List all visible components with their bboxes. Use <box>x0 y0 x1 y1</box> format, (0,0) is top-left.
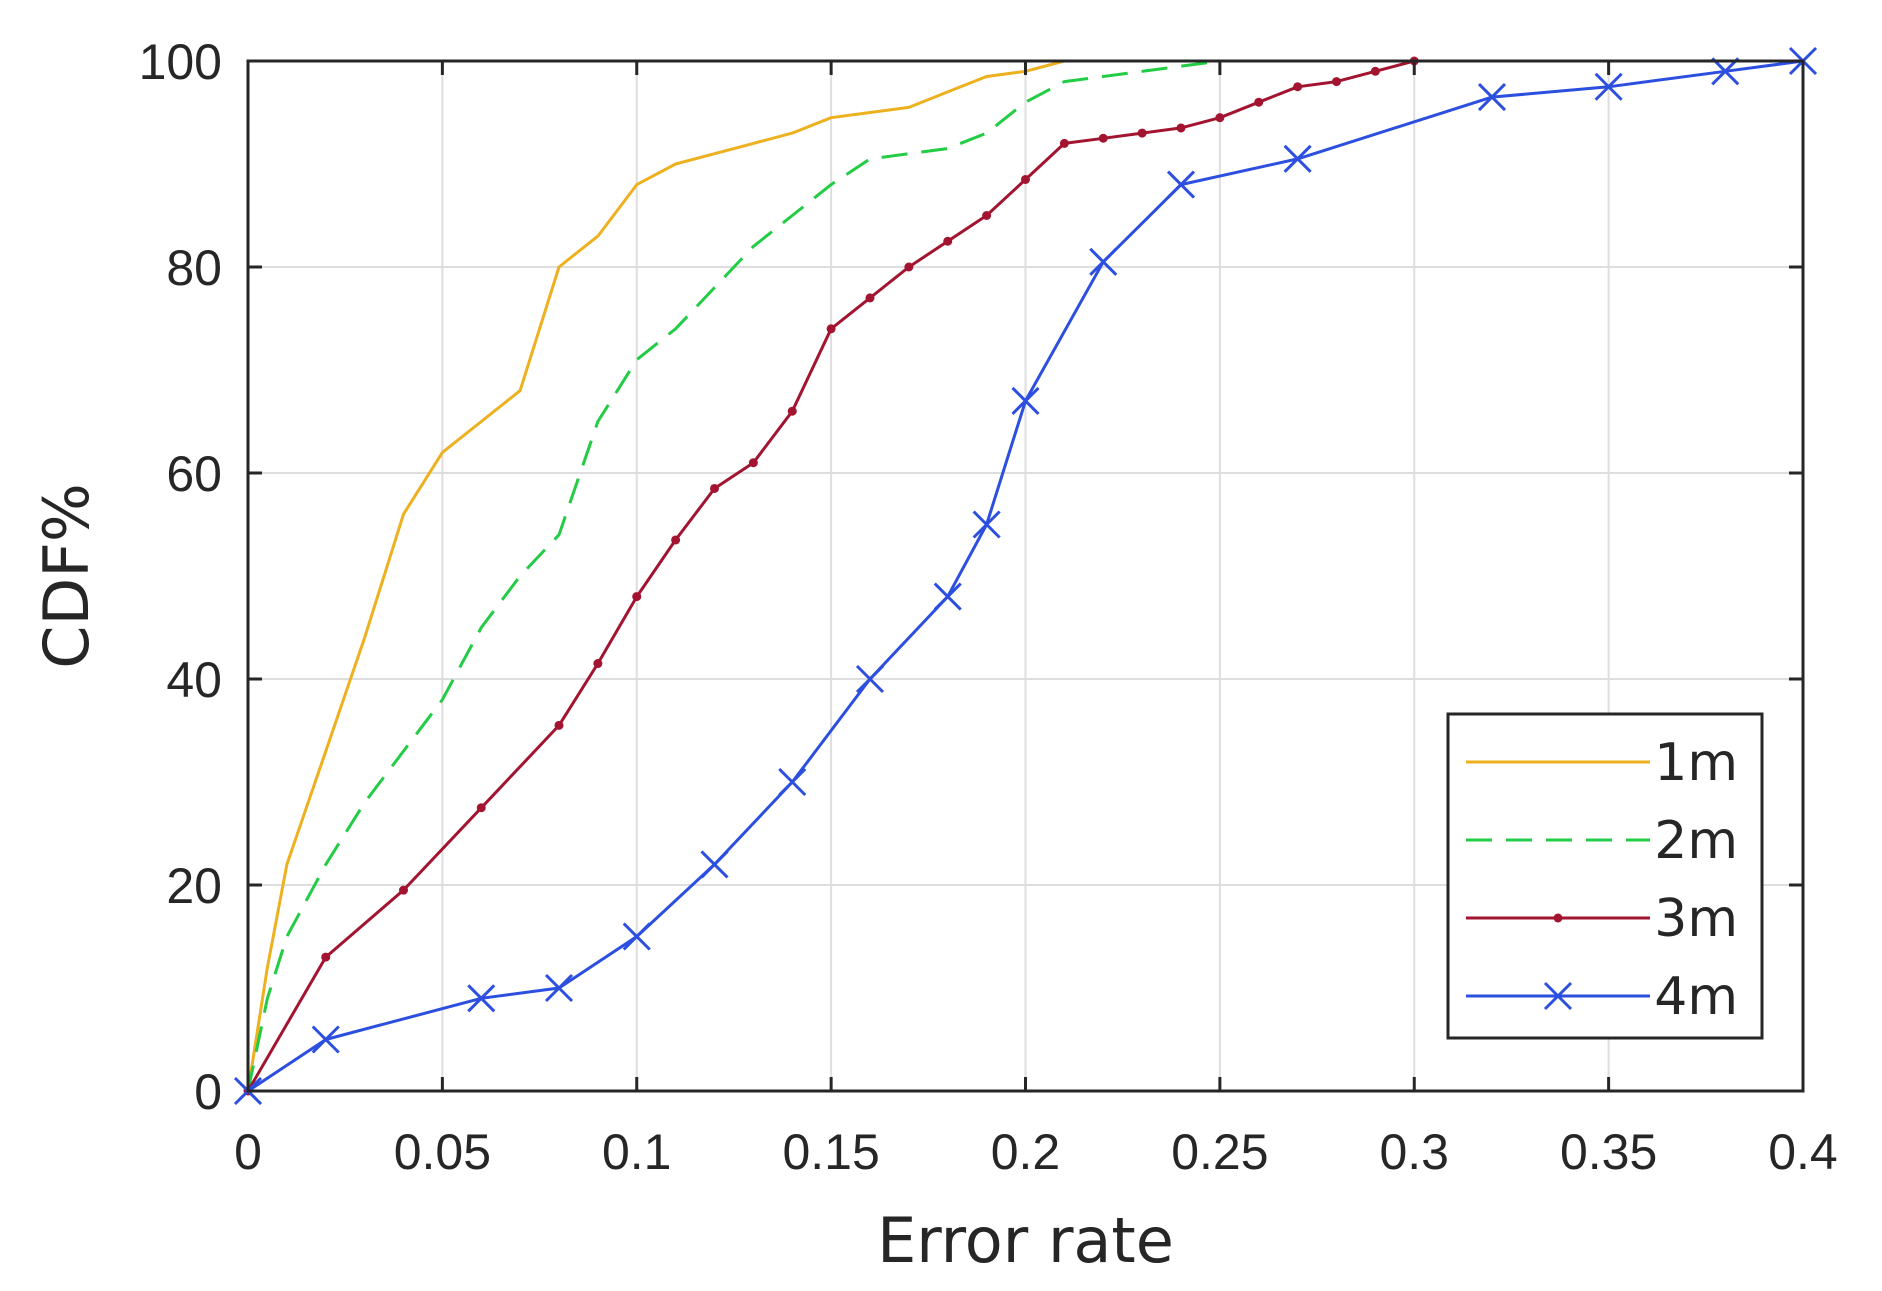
series-line-2m <box>246 59 1221 1092</box>
data-point-4m <box>1283 144 1312 173</box>
y-tick-label: 80 <box>166 240 222 296</box>
x-tick-label: 0.05 <box>394 1124 491 1180</box>
series-group <box>233 46 1818 1106</box>
tick-labels: 0 0.05 0.1 0.15 0.2 0.25 0.3 0.35 0.4 0 20 40 60 80 10… <box>139 34 1838 1180</box>
data-point-4m <box>1011 386 1040 415</box>
data-point-3m <box>632 592 642 602</box>
series-line-1m <box>246 59 1065 1092</box>
data-point-4m <box>855 664 885 694</box>
legend-item-2m: 2m <box>1466 811 1738 871</box>
data-point-3m <box>1137 128 1147 138</box>
data-point-4m <box>622 922 651 951</box>
data-point-3m <box>321 952 331 962</box>
data-point-3m <box>593 659 603 669</box>
legend-marker <box>1553 913 1563 923</box>
data-point-4m <box>1166 170 1196 199</box>
ticks <box>246 59 1805 1093</box>
x-tick-label: 0.35 <box>1560 1124 1657 1180</box>
data-point-4m <box>778 767 807 797</box>
x-tick-label: 0 <box>234 1124 262 1180</box>
x-tick-label: 0.2 <box>991 1124 1061 1180</box>
x-tick-label: 0.25 <box>1171 1124 1268 1180</box>
data-point-4m <box>1477 82 1507 112</box>
y-tick-label: 40 <box>166 652 222 708</box>
series-line-4m <box>247 59 1804 1093</box>
data-point-3m <box>865 293 875 303</box>
data-point-4m <box>933 582 962 611</box>
legend-box <box>1446 712 1764 1040</box>
legend-item-3m: 3m <box>1466 889 1738 949</box>
data-point-3m <box>671 535 681 545</box>
legend-label: 1m <box>1654 733 1738 793</box>
data-point-3m <box>1370 66 1380 76</box>
x-tick-label: 0.3 <box>1379 1124 1449 1180</box>
x-tick-label: 0.1 <box>602 1124 672 1180</box>
data-point-3m <box>748 458 758 468</box>
data-point-3m <box>1254 97 1264 107</box>
data-point-3m <box>1332 77 1341 87</box>
legend-item-1m: 1m <box>1466 733 1738 793</box>
data-point-4m <box>1089 247 1118 276</box>
data-point-4m <box>311 1025 340 1054</box>
data-point-3m <box>1098 133 1108 143</box>
legend-label: 4m <box>1654 967 1738 1027</box>
data-point-3m <box>1021 174 1030 184</box>
data-point-3m <box>904 262 914 272</box>
y-tick-label: 0 <box>194 1064 222 1120</box>
data-point-3m <box>826 324 836 334</box>
legend-item-4m: 4m <box>1466 967 1738 1027</box>
y-tick-label: 20 <box>166 858 222 914</box>
data-point-4m <box>700 850 729 879</box>
y-axis-label: CDF% <box>30 483 103 669</box>
y-tick-label: 100 <box>139 34 222 90</box>
series-4m <box>233 46 1818 1106</box>
data-point-3m <box>1176 123 1186 133</box>
data-point-3m <box>943 236 953 246</box>
data-point-3m <box>399 885 408 895</box>
data-point-4m <box>972 510 1001 539</box>
x-tick-label: 0.15 <box>782 1124 879 1180</box>
data-point-3m <box>476 803 486 813</box>
series-3m <box>243 56 1419 1096</box>
data-point-4m <box>1711 57 1740 86</box>
series-2m <box>246 59 1221 1092</box>
legend-label: 2m <box>1654 811 1738 871</box>
legend: 1m 2m 3m 4m <box>1446 712 1764 1040</box>
y-tick-label: 60 <box>166 446 222 502</box>
x-tick-label: 0.4 <box>1768 1124 1838 1180</box>
legend-label: 3m <box>1654 889 1738 949</box>
data-point-3m <box>1293 82 1303 92</box>
data-point-4m <box>1594 72 1623 101</box>
data-point-3m <box>982 211 992 220</box>
legend-marker <box>1543 981 1573 1011</box>
data-point-3m <box>787 406 797 416</box>
grid <box>247 60 1804 1092</box>
x-axis-label: Error rate <box>877 1204 1174 1277</box>
data-point-3m <box>554 720 564 730</box>
data-point-3m <box>1059 138 1069 148</box>
data-point-3m <box>1215 113 1225 123</box>
data-point-3m <box>710 483 719 493</box>
data-point-4m <box>467 984 496 1013</box>
data-point-4m <box>544 973 574 1003</box>
series-1m <box>246 59 1065 1092</box>
